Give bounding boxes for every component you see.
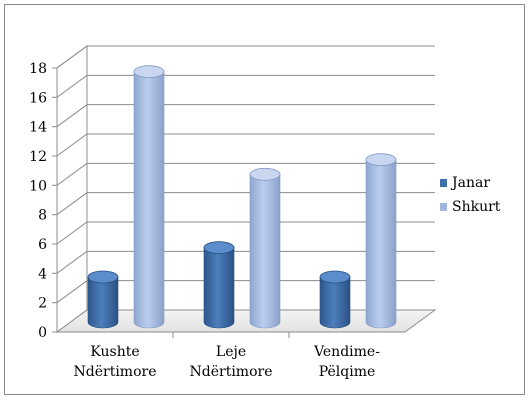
legend-swatch-shkurt <box>440 203 447 211</box>
gridline <box>56 221 435 245</box>
y-tick-label: 14 <box>29 120 47 136</box>
bar-body <box>319 276 351 329</box>
gridline <box>56 192 435 216</box>
gridline <box>56 250 435 274</box>
x-tick-label: Kushte <box>90 344 139 360</box>
bar-shkurt-1 <box>133 65 165 329</box>
side-wall <box>56 45 88 333</box>
y-axis: 0 2 4 6 8 10 12 14 16 18 <box>29 61 58 341</box>
gridline <box>56 162 435 186</box>
bar-chart: 0 2 4 6 8 10 12 14 16 18 Kushte Ndërtimore Leje Ndër… <box>29 45 501 380</box>
chart-frame: 0 2 4 6 8 10 12 14 16 18 Kushte Ndërtimore Leje Ndër… <box>4 4 525 395</box>
x-tick-label: Vendime- <box>313 344 380 360</box>
x-tick-label: Ndërtimore <box>190 364 273 380</box>
bar-body <box>133 71 165 329</box>
legend-label-janar: Janar <box>450 175 490 191</box>
bar-body <box>87 276 119 329</box>
x-tick-label: Pëlqime <box>319 364 376 380</box>
gridline <box>56 104 435 128</box>
gridline <box>56 74 435 98</box>
bar-janar-2 <box>203 241 235 329</box>
x-axis: Kushte Ndërtimore Leje Ndërtimore Vendime- Pë… <box>57 331 405 380</box>
y-tick-label: 8 <box>38 208 47 224</box>
bar-top <box>87 270 119 284</box>
bar-top <box>133 65 165 79</box>
bar-body <box>249 174 281 329</box>
x-tick-label: Leje <box>216 344 246 360</box>
y-tick-label: 10 <box>29 178 47 194</box>
bar-top <box>319 270 351 284</box>
legend-label-shkurt: Shkurt <box>452 199 501 215</box>
gridline <box>56 133 435 157</box>
legend-swatch-janar <box>440 179 447 187</box>
y-tick-label: 2 <box>38 296 47 312</box>
x-tick-label: Ndërtimore <box>74 364 157 380</box>
bar-shkurt-3 <box>365 153 397 329</box>
bar-janar-1 <box>87 270 119 329</box>
y-tick-label: 0 <box>38 325 47 341</box>
bar-body <box>203 247 235 329</box>
bars <box>87 65 397 329</box>
y-tick-label: 12 <box>29 149 47 165</box>
y-tick-label: 6 <box>38 237 47 253</box>
y-tick-label: 18 <box>29 61 47 77</box>
gridlines <box>56 45 435 304</box>
bar-top <box>203 241 235 255</box>
gridline <box>56 45 435 69</box>
bar-body <box>365 159 397 329</box>
y-tick-label: 4 <box>38 266 47 282</box>
y-tick-label: 16 <box>29 90 47 106</box>
bar-janar-3 <box>319 270 351 329</box>
legend: Janar Shkurt <box>440 175 501 215</box>
bar-top <box>365 153 397 167</box>
bar-shkurt-2 <box>249 167 281 329</box>
gridline <box>56 280 435 304</box>
bar-top <box>249 167 281 181</box>
